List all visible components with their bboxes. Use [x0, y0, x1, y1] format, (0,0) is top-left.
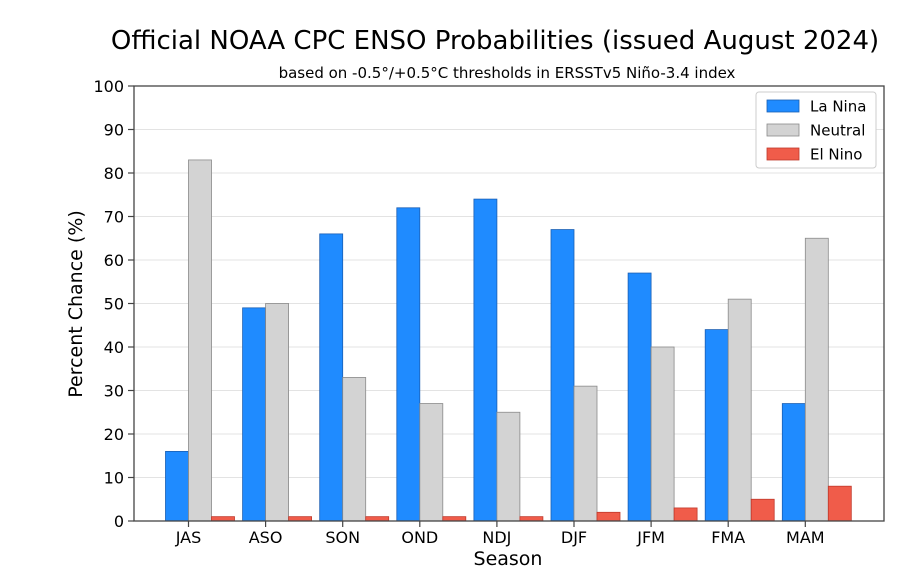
x-tick-label-fma: FMA: [711, 528, 745, 547]
x-tick-label-jfm: JFM: [636, 528, 665, 547]
bar-la-nina-mam: [781, 403, 806, 522]
bar-la-nina-jfm: [627, 272, 652, 522]
y-tick-label: 70: [104, 208, 124, 227]
bar-neutral-aso: [265, 303, 290, 522]
legend-label-la-nina: La Nina: [810, 98, 866, 116]
x-tick-label-ond: OND: [401, 528, 438, 547]
bar-neutral-son: [342, 377, 367, 522]
y-tick-label: 50: [104, 295, 124, 314]
x-tick-label-djf: DJF: [561, 528, 587, 547]
y-axis-label: Percent Chance (%): [65, 210, 87, 398]
legend-swatch-la-nina: [766, 99, 800, 113]
bar-la-nina-djf: [550, 229, 575, 522]
bar-neutral-fma: [727, 298, 752, 522]
y-tick-label: 0: [114, 512, 124, 531]
x-axis: JAS ASO SON OND NDJ DJF JFM FMA MAM: [175, 521, 825, 547]
legend-label-el-nino: El Nino: [810, 146, 863, 164]
legend-label-neutral: Neutral: [810, 122, 865, 140]
chart-title: Official NOAA CPC ENSO Probabilities (is…: [111, 26, 879, 56]
bar-el-nino-jfm: [673, 507, 698, 522]
bar-el-nino-djf: [596, 511, 621, 522]
bar-el-nino-ond: [442, 516, 467, 522]
bar-neutral-jfm: [650, 346, 675, 522]
bar-neutral-mam: [804, 237, 829, 522]
legend-swatch-neutral: [766, 123, 800, 137]
x-tick-label-mam: MAM: [786, 528, 825, 547]
y-tick-label: 80: [104, 164, 124, 183]
legend-swatch-el-nino: [766, 147, 800, 161]
bar-la-nina-son: [319, 233, 344, 522]
bar-la-nina-fma: [704, 329, 729, 522]
y-tick-label: 20: [104, 425, 124, 444]
x-tick-label-aso: ASO: [249, 528, 283, 547]
bar-la-nina-jas: [165, 450, 189, 522]
chart-subtitle: based on -0.5°/+0.5°C thresholds in ERSS…: [279, 64, 736, 82]
bar-el-nino-son: [365, 516, 390, 522]
bar-el-nino-jas: [211, 516, 235, 522]
y-axis: 0 10 20 30 40 50 60 70 80 90 100: [93, 77, 134, 531]
y-tick-label: 40: [104, 338, 124, 357]
bars: [165, 159, 852, 522]
legend: La Nina Neutral El Nino: [755, 91, 877, 169]
x-tick-label-son: SON: [325, 528, 360, 547]
x-axis-label: Season: [474, 548, 543, 570]
y-tick-label: 60: [104, 251, 124, 270]
bar-neutral-ond: [419, 403, 444, 522]
bar-neutral-jas: [188, 159, 212, 522]
bar-el-nino-mam: [827, 485, 852, 522]
bar-la-nina-ond: [396, 207, 421, 522]
bar-neutral-djf: [573, 385, 598, 522]
bar-el-nino-fma: [750, 498, 775, 522]
bar-el-nino-ndj: [519, 516, 544, 522]
y-tick-label: 100: [93, 77, 124, 96]
bar-el-nino-aso: [288, 516, 313, 522]
y-tick-label: 90: [104, 121, 124, 140]
y-tick-label: 10: [104, 469, 124, 488]
bar-neutral-ndj: [496, 411, 521, 522]
bar-la-nina-aso: [242, 307, 267, 522]
x-tick-label-jas: JAS: [175, 528, 202, 547]
bar-la-nina-ndj: [473, 198, 498, 522]
y-tick-label: 30: [104, 382, 124, 401]
x-tick-label-ndj: NDJ: [482, 528, 511, 547]
